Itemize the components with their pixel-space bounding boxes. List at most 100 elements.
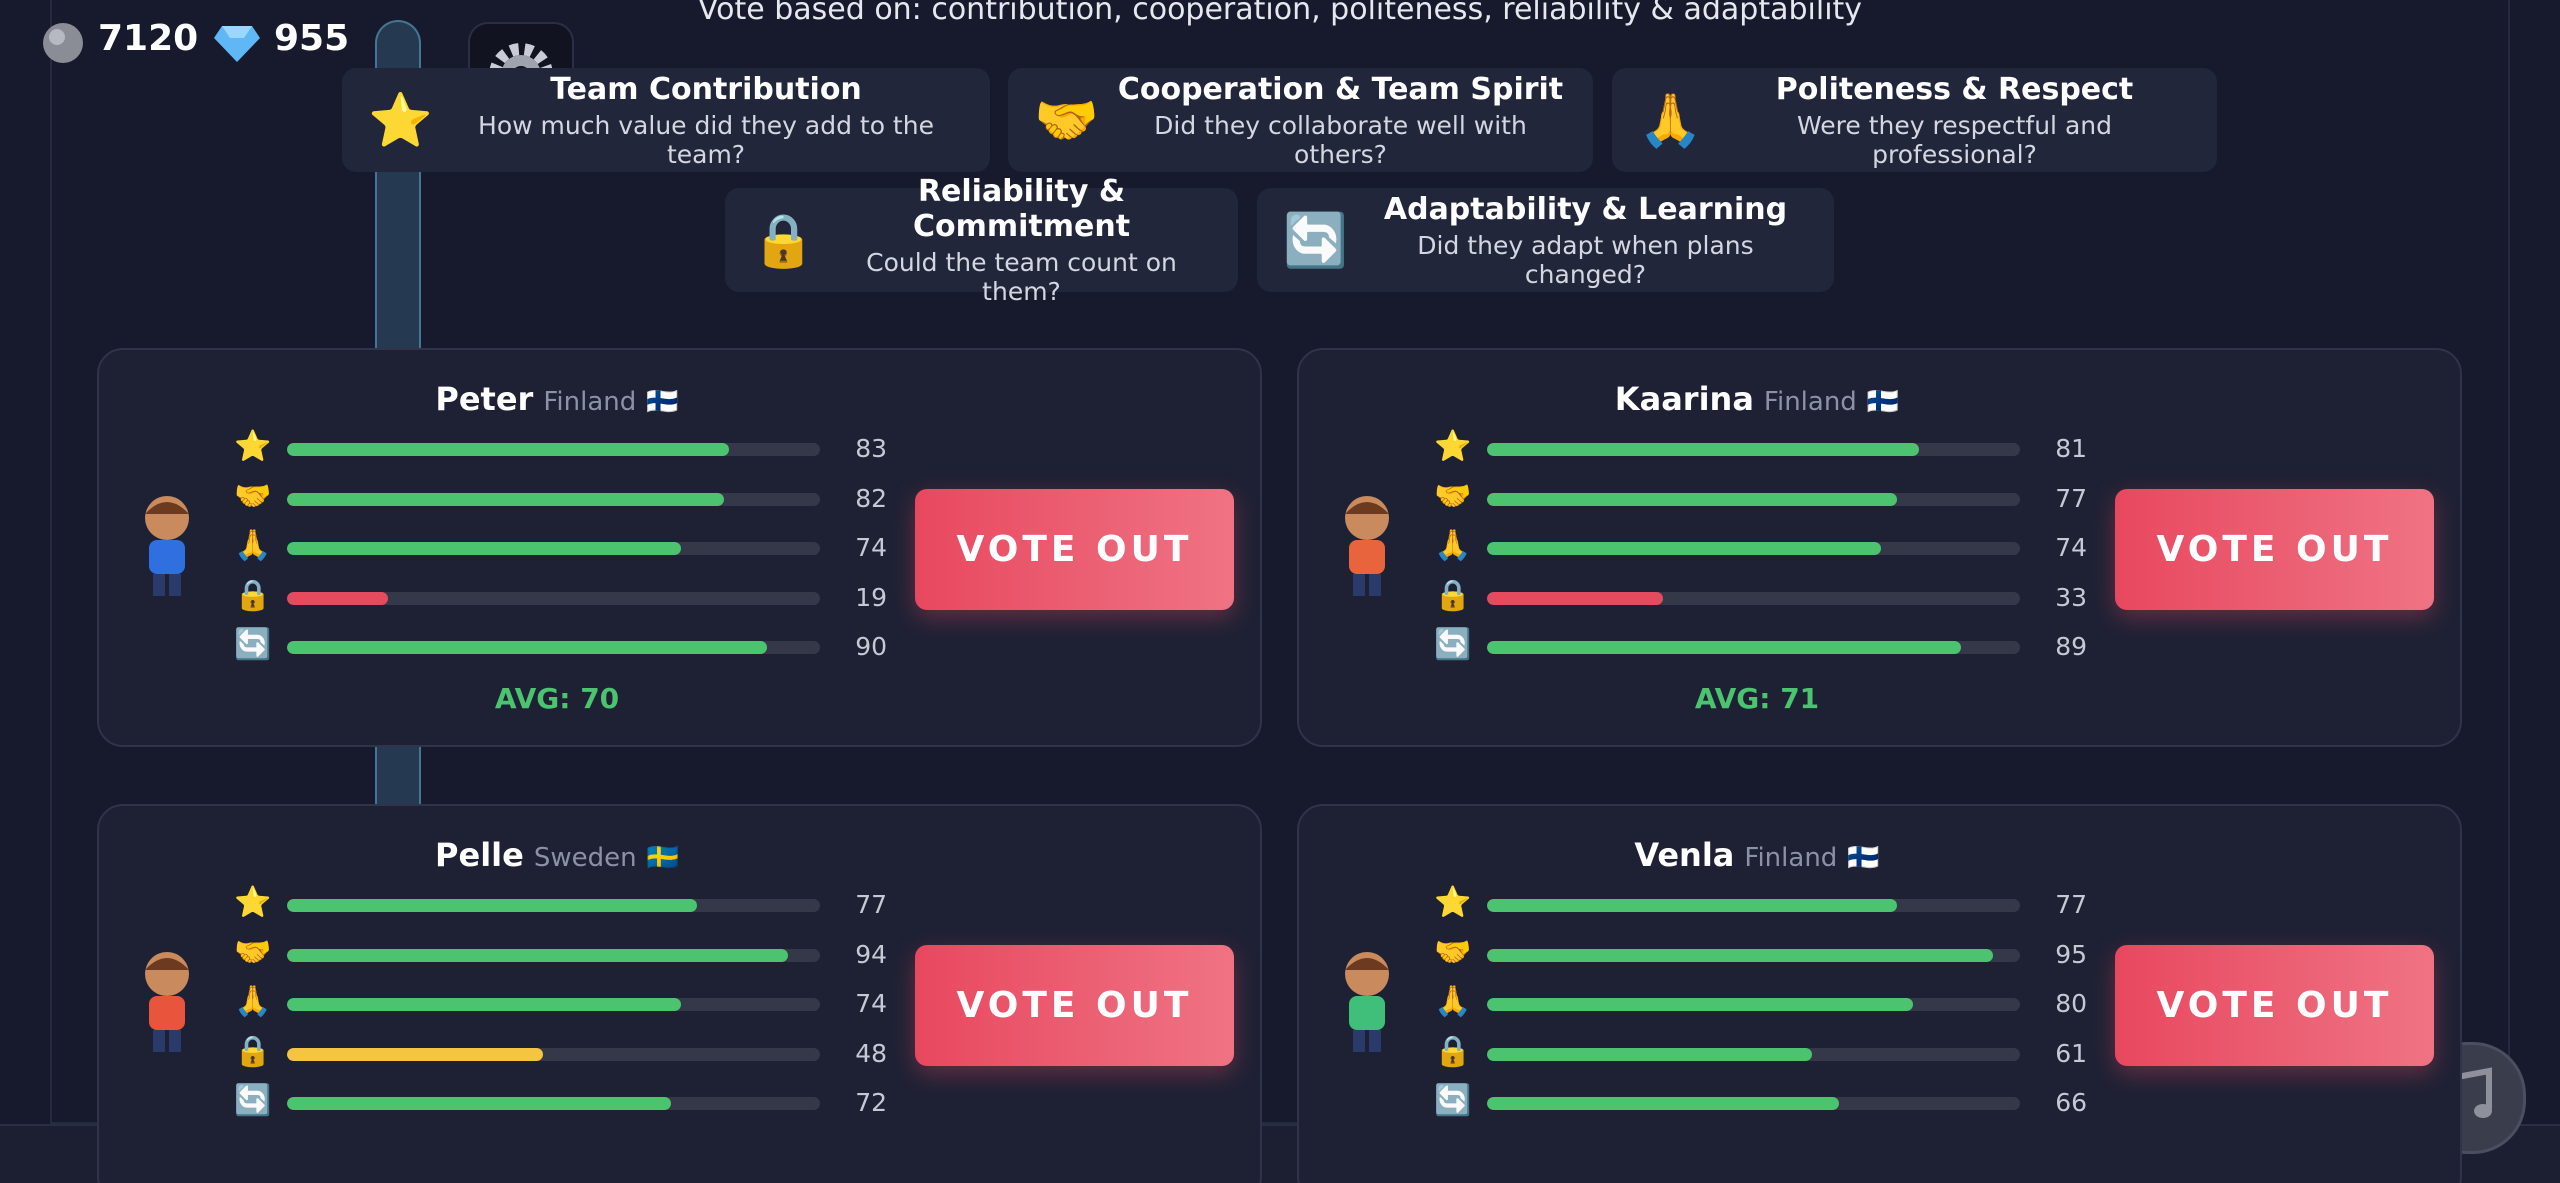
- player-header: Peter Finland 🇫🇮: [357, 380, 757, 418]
- criterion-card: 🔒 Reliability & Commitment Could the team …: [725, 174, 1238, 306]
- stat-bar: [1487, 492, 1898, 506]
- stat-bar: [287, 899, 698, 912]
- stat-bar: [1487, 998, 1914, 1011]
- vote-out-button[interactable]: VOTE OUT: [915, 489, 1234, 610]
- criterion-question: Did they collaborate well with others?: [1154, 110, 1527, 169]
- stat-track: [1487, 1047, 2020, 1061]
- stat-value: 48: [855, 1038, 887, 1068]
- player-header: Venla Finland 🇫🇮: [1557, 836, 1957, 874]
- stat-value: 33: [2055, 582, 2087, 612]
- criterion-icon: 🔒: [751, 210, 816, 271]
- stat-track: [1487, 998, 2020, 1011]
- criterion-title: Team Contribution: [550, 71, 862, 107]
- stat-value: 61: [2055, 1038, 2087, 1068]
- stat-track: [1487, 443, 2020, 456]
- stat-track: [287, 591, 820, 605]
- player-card: Venla Finland 🇫🇮 ⭐ 77 🤝 95 🙏 80 🔒 61 🔄 66 VOTE OUT: [1297, 804, 2462, 1183]
- stat-track: [287, 443, 820, 456]
- stat-icon: 🔒: [1434, 1033, 1472, 1069]
- stat-value: 74: [855, 533, 887, 562]
- stat-value: 77: [2055, 483, 2087, 513]
- stat-track: [1487, 542, 2020, 555]
- stat-value: 94: [855, 939, 887, 969]
- stat-icon: 🙏: [1434, 528, 1472, 563]
- stat-value: 83: [855, 434, 887, 463]
- criterion-icon: 🔄: [1283, 210, 1348, 271]
- avatar: [1345, 496, 1389, 596]
- criterion-text: Adaptability & Learning Did they adapt wh…: [1363, 192, 1808, 289]
- stat-icon: 🔄: [234, 1083, 272, 1118]
- stat-icon: 🔒: [1434, 577, 1472, 613]
- criterion-icon: ⭐: [368, 90, 433, 151]
- criterion-question: Could the team count on them?: [866, 248, 1177, 306]
- stat-bar: [287, 948, 789, 962]
- stat-track: [1487, 899, 2020, 912]
- stat-icon: ⭐: [1434, 885, 1472, 920]
- stat-icon: 🤝: [1434, 934, 1472, 970]
- stat-value: 90: [855, 632, 887, 661]
- stat-icon: ⭐: [234, 885, 272, 920]
- stat-track: [1487, 492, 2020, 506]
- criterion-card: 🙏 Politeness & Respect Were they respectfu…: [1612, 68, 2217, 172]
- stat-bar: [287, 1097, 671, 1110]
- stat-track: [1487, 591, 2020, 605]
- stat-track: [287, 492, 820, 506]
- stat-icon: 🔄: [1434, 627, 1472, 662]
- player-name: Kaarina: [1614, 380, 1754, 418]
- stat-track: [1487, 1097, 2020, 1110]
- hint: Vote based on: contribution, cooperation…: [697, 0, 1863, 27]
- criterion-title: Cooperation & Team Spirit: [1117, 71, 1564, 107]
- stat-value: 77: [2055, 890, 2087, 919]
- criterion-icon: 🤝: [1034, 90, 1099, 151]
- stat-bar: [1487, 591, 1663, 605]
- criterion-text: Politeness & Respect Were they respectful…: [1718, 72, 2191, 169]
- stat-track: [287, 1047, 820, 1061]
- stat-track: [287, 899, 820, 912]
- player-country: Sweden: [533, 843, 637, 873]
- criterion-question: Were they respectful and professional?: [1797, 110, 2112, 169]
- criterion-text: Cooperation & Team Spirit Did they collab…: [1114, 72, 1567, 169]
- average: AVG: 70: [494, 682, 620, 715]
- criterion-title: Adaptability & Learning: [1383, 191, 1788, 227]
- stat-icon: 🤝: [1434, 478, 1472, 514]
- gems: 955: [274, 18, 350, 59]
- stat-bar: [1487, 443, 1919, 456]
- stat-value: 81: [2055, 434, 2087, 463]
- criterion-question: Did they adapt when plans changed?: [1417, 230, 1754, 289]
- criterion-icon: 🙏: [1638, 90, 1703, 151]
- player-flag: 🇫🇮: [646, 387, 679, 417]
- stat-bar: [1487, 1047, 1813, 1061]
- stat-bar: [287, 492, 725, 506]
- player-header: Pelle Sweden 🇸🇪: [357, 836, 757, 874]
- stat-bar: [287, 641, 767, 654]
- player-name: Pelle: [435, 836, 524, 874]
- player-flag: 🇫🇮: [1847, 843, 1880, 873]
- criterion-title: Reliability & Commitment: [912, 174, 1131, 244]
- vote-out-button[interactable]: VOTE OUT: [2115, 945, 2434, 1066]
- stat-icon: 🙏: [234, 984, 272, 1019]
- player-country: Finland: [543, 387, 637, 417]
- criterion-question: How much value did they add to the team?: [478, 110, 934, 169]
- coins: 7120: [98, 18, 199, 59]
- gem-icon: [214, 26, 260, 62]
- average: AVG: 71: [1694, 682, 1820, 715]
- avatar: [145, 496, 189, 596]
- player-card: Kaarina Finland 🇫🇮 ⭐ 81 🤝 77 🙏 74 🔒 33 🔄 89 VOTE OUT A…: [1297, 348, 2462, 747]
- player-name: Venla: [1634, 836, 1735, 874]
- vote-out-button[interactable]: VOTE OUT: [2115, 489, 2434, 610]
- stat-bar: [287, 591, 389, 605]
- stat-value: 19: [855, 582, 887, 612]
- stat-icon: 🔒: [234, 577, 272, 613]
- stat-value: 89: [2055, 632, 2087, 661]
- stat-icon: ⭐: [1434, 429, 1472, 464]
- stat-icon: 🙏: [234, 528, 272, 563]
- stat-bar: [287, 542, 682, 555]
- avatar: [1345, 952, 1389, 1052]
- criterion-card: 🔄 Adaptability & Learning Did they adapt w…: [1257, 188, 1834, 292]
- stat-track: [287, 542, 820, 555]
- vote-out-button[interactable]: VOTE OUT: [915, 945, 1234, 1066]
- criterion-text: Reliability & Commitment Could the team c…: [831, 174, 1212, 306]
- stat-icon: 🔄: [234, 627, 272, 662]
- player-card: Pelle Sweden 🇸🇪 ⭐ 77 🤝 94 🙏 74 🔒 48 🔄 72 VOTE OUT: [97, 804, 1262, 1183]
